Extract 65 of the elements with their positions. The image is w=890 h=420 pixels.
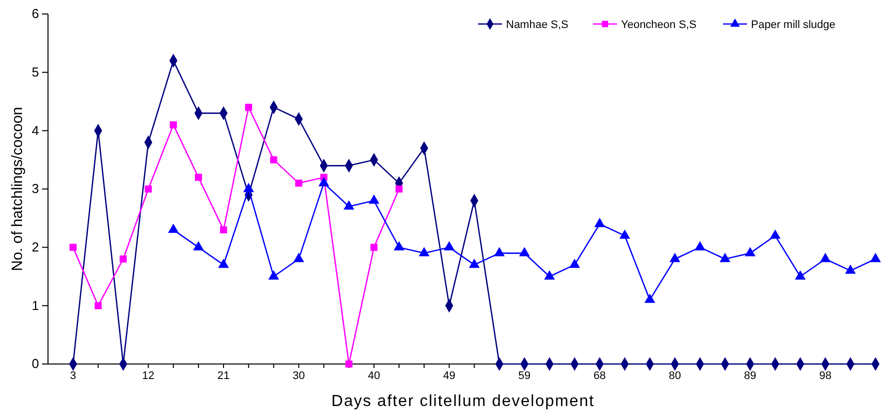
point <box>218 258 229 268</box>
y-tick-label: 0 <box>32 356 39 372</box>
point <box>418 246 430 256</box>
point <box>168 224 179 233</box>
point <box>394 241 404 250</box>
point <box>468 258 480 268</box>
point <box>193 241 204 250</box>
point <box>694 241 706 250</box>
x-tick-label: 30 <box>292 370 305 382</box>
point <box>170 121 177 128</box>
point <box>144 185 152 193</box>
x-axis-title: Days after clitellum development <box>331 393 595 410</box>
x-tick-label: 59 <box>518 370 531 382</box>
x-tick-label: 98 <box>819 370 832 382</box>
y-axis-title: No. of hatchlings/cocoon <box>9 106 26 272</box>
point <box>845 264 856 274</box>
point <box>794 270 806 280</box>
point <box>194 174 202 181</box>
point <box>368 194 380 204</box>
point <box>94 302 102 310</box>
point <box>268 270 280 280</box>
point <box>670 252 680 262</box>
point <box>494 246 505 256</box>
point <box>293 252 304 262</box>
legend-label: Namhae S,S <box>506 19 568 31</box>
x-tick-label: 3 <box>70 370 76 382</box>
point <box>220 226 228 234</box>
point <box>295 180 302 187</box>
y-tick-label: 5 <box>32 64 39 80</box>
x-tick-label: 80 <box>668 370 682 382</box>
point <box>120 255 127 263</box>
y-tick-label: 3 <box>32 181 39 196</box>
point <box>245 104 252 111</box>
point <box>444 241 455 250</box>
legend-label: Yeoncheon S,S <box>621 19 696 31</box>
x-tick-label: 89 <box>744 370 756 382</box>
point <box>619 229 630 239</box>
x-tick-label: 40 <box>368 370 380 382</box>
point <box>370 244 378 251</box>
point <box>70 244 77 251</box>
point <box>820 252 831 262</box>
point <box>770 229 781 239</box>
point <box>396 185 403 193</box>
y-tick-label: 6 <box>32 6 39 22</box>
point <box>519 246 530 256</box>
point <box>344 200 354 210</box>
y-tick-label: 1 <box>32 298 39 313</box>
y-tick-label: 4 <box>32 122 39 138</box>
legend-label: Paper mill sludge <box>751 19 836 31</box>
y-tick-label: 2 <box>32 239 39 254</box>
point <box>870 252 881 262</box>
x-tick-label: 49 <box>443 370 456 382</box>
point <box>644 294 656 303</box>
point <box>744 246 756 256</box>
x-tick-label: 68 <box>594 370 606 382</box>
point <box>720 252 730 262</box>
point <box>594 218 606 228</box>
point <box>243 182 254 192</box>
point <box>569 258 580 268</box>
point <box>318 176 330 186</box>
x-tick-label: 21 <box>217 370 230 382</box>
point <box>345 360 352 368</box>
point <box>270 156 278 164</box>
point <box>544 270 555 280</box>
x-tick-label: 12 <box>142 370 154 382</box>
